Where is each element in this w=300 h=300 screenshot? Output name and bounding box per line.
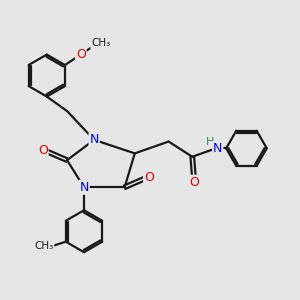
Text: CH₃: CH₃ bbox=[91, 38, 110, 48]
Text: H: H bbox=[206, 136, 214, 146]
Text: O: O bbox=[189, 176, 199, 189]
Text: O: O bbox=[38, 144, 48, 157]
Text: N: N bbox=[89, 133, 99, 146]
Text: N: N bbox=[79, 181, 89, 194]
Text: N: N bbox=[213, 142, 222, 155]
Text: CH₃: CH₃ bbox=[34, 241, 53, 251]
Text: O: O bbox=[144, 171, 154, 184]
Text: O: O bbox=[76, 48, 86, 61]
